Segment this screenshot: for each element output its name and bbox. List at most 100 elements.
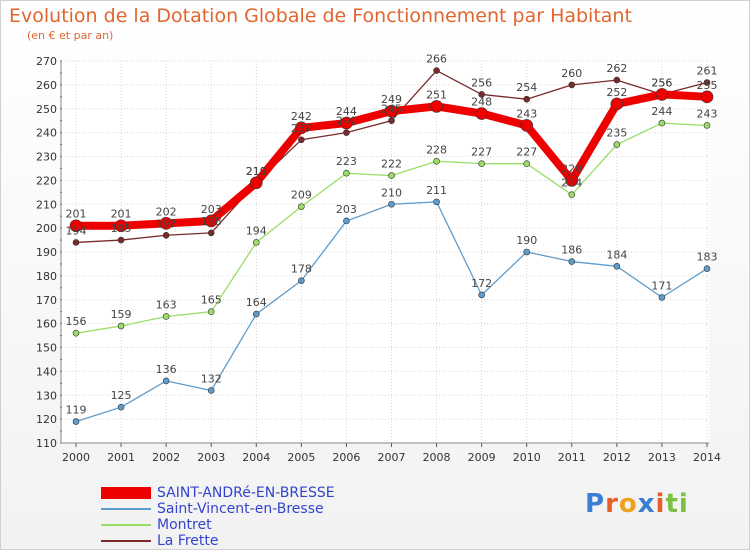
point-montret [252, 239, 260, 246]
point-la-frette [207, 229, 215, 237]
point-saint-vincent [72, 418, 80, 425]
x-tick-label: 2005 [287, 451, 315, 464]
data-label-montret: 243 [697, 107, 718, 120]
point-montret [568, 191, 576, 198]
point-saint-andre [295, 121, 308, 135]
point-montret [162, 313, 170, 320]
data-label-la-frette: 261 [697, 64, 718, 77]
point-saint-vincent [207, 387, 215, 394]
legend-item-la-frette: La Frette [101, 533, 401, 549]
point-saint-vincent [568, 258, 576, 265]
point-la-frette [433, 67, 440, 74]
data-label-saint-vincent: 183 [697, 251, 718, 264]
data-label-la-frette: 197 [156, 217, 177, 230]
point-montret [658, 119, 666, 127]
point-saint-vincent [162, 377, 170, 385]
point-saint-vincent [478, 291, 485, 299]
data-label-montret: 156 [66, 315, 87, 328]
data-label-saint-andre: 248 [471, 96, 492, 109]
data-label-saint-vincent: 125 [111, 389, 132, 402]
y-tick-label: 120 [36, 413, 57, 426]
legend-label: Saint-Vincent-en-Bresse [157, 501, 324, 517]
point-saint-vincent [298, 277, 305, 284]
data-label-saint-andre: 249 [381, 93, 402, 106]
data-label-la-frette: 266 [426, 53, 447, 66]
data-label-saint-vincent: 164 [246, 296, 267, 309]
point-montret [613, 141, 621, 148]
y-tick-label: 130 [36, 389, 57, 402]
point-la-frette [72, 239, 80, 246]
data-label-saint-andre: 252 [606, 86, 627, 99]
data-label-saint-andre: 220 [561, 162, 582, 175]
data-label-la-frette: 198 [201, 215, 222, 228]
x-tick-label: 2000 [62, 451, 90, 464]
point-montret [207, 308, 215, 315]
data-label-la-frette: 256 [471, 76, 492, 89]
data-label-montret: 228 [426, 143, 447, 156]
data-label-montret: 223 [336, 155, 357, 168]
y-tick-label: 270 [36, 55, 57, 68]
data-label-saint-vincent: 211 [426, 184, 447, 197]
point-saint-andre [520, 119, 534, 132]
x-tick-label: 2014 [693, 451, 721, 464]
point-la-frette [613, 76, 621, 84]
logo-letter: i [655, 489, 666, 519]
data-label-la-frette: 260 [561, 67, 582, 80]
data-label-saint-vincent: 132 [201, 372, 222, 385]
point-saint-vincent [523, 248, 531, 256]
data-label-montret: 227 [516, 146, 537, 159]
point-saint-andre [114, 219, 128, 233]
y-tick-label: 190 [36, 246, 57, 259]
logo-letter: i [678, 489, 689, 519]
data-label-saint-vincent: 190 [516, 234, 537, 247]
legend: SAINT-ANDRé-EN-BRESSE Saint-Vincent-en-B… [101, 485, 401, 549]
point-saint-vincent [117, 403, 125, 411]
legend-label: La Frette [157, 533, 219, 549]
data-label-saint-andre: 202 [156, 205, 177, 218]
data-label-saint-vincent: 136 [156, 363, 177, 376]
point-saint-andre [430, 100, 443, 113]
data-label-saint-andre: 242 [291, 110, 312, 123]
point-saint-andre [69, 219, 83, 233]
legend-swatch-montret [101, 524, 151, 526]
data-label-la-frette: 195 [111, 222, 132, 235]
data-label-la-frette: 219 [246, 165, 267, 178]
point-la-frette [523, 95, 531, 103]
point-saint-andre [159, 217, 173, 230]
point-la-frette [703, 79, 711, 86]
data-label-saint-andre: 203 [201, 203, 222, 216]
point-saint-andre [655, 88, 669, 101]
legend-item-saint-andre: SAINT-ANDRé-EN-BRESSE [101, 485, 401, 501]
x-tick-label: 2002 [152, 451, 180, 464]
data-label-saint-andre: 219 [246, 165, 267, 178]
point-saint-vincent [433, 198, 440, 206]
point-saint-vincent [658, 294, 666, 301]
data-label-montret: 159 [111, 308, 132, 321]
data-label-la-frette: 237 [291, 122, 312, 135]
y-tick-label: 240 [36, 127, 57, 140]
data-label-la-frette: 256 [651, 76, 672, 89]
point-montret [523, 160, 531, 167]
x-tick-label: 2009 [468, 451, 496, 464]
logo-letter: o [618, 489, 638, 519]
data-label-saint-andre: 251 [426, 88, 447, 101]
y-tick-label: 160 [36, 318, 57, 331]
x-tick-label: 2004 [242, 451, 270, 464]
data-label-saint-andre: 243 [516, 107, 537, 120]
point-la-frette [298, 136, 305, 144]
y-tick-label: 140 [36, 365, 57, 378]
data-label-saint-vincent: 186 [561, 244, 582, 257]
data-label-saint-andre: 244 [336, 105, 357, 118]
point-montret [298, 203, 305, 210]
legend-item-montret: Montret [101, 517, 401, 533]
point-saint-andre [204, 214, 218, 228]
point-saint-andre [700, 90, 714, 104]
chart-title: Evolution de la Dotation Globale de Fonc… [9, 5, 632, 27]
y-tick-label: 200 [36, 222, 57, 235]
point-saint-andre [340, 116, 353, 130]
point-montret [72, 329, 80, 337]
data-label-montret: 227 [471, 146, 492, 159]
x-tick-label: 2013 [648, 451, 676, 464]
y-tick-label: 210 [36, 198, 57, 211]
proxiti-logo: Proxiti [585, 489, 689, 519]
